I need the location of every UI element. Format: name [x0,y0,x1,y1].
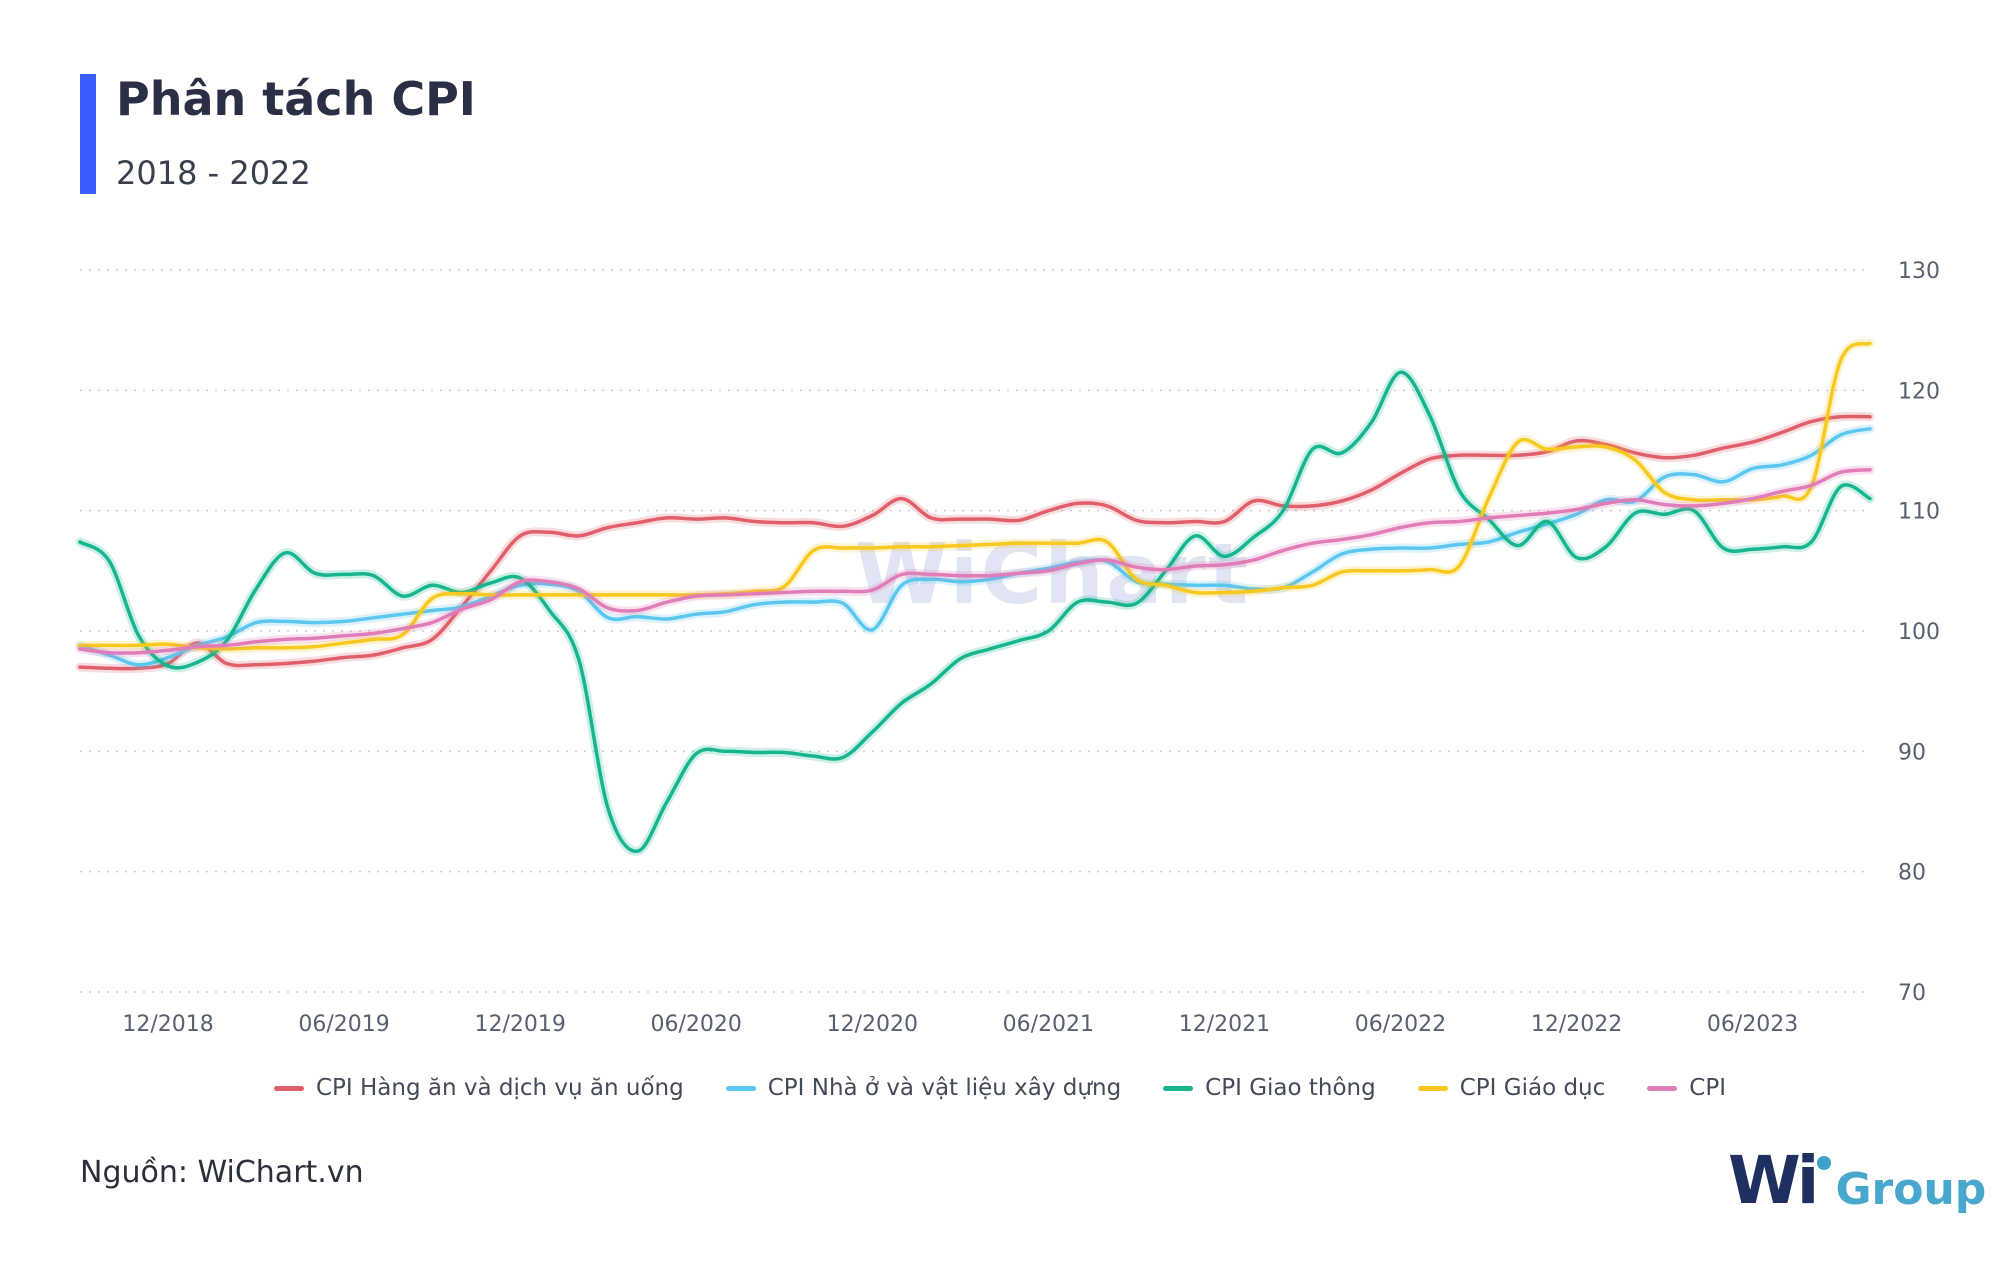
legend-swatch [725,1085,756,1091]
legend-label: CPI Giao thông [1205,1075,1376,1101]
series-line-1[interactable] [78,427,1872,667]
page-subtitle: 2018 - 2022 [116,154,311,192]
chart-legend: CPI Hàng ăn và dịch vụ ăn uống CPI Nhà ở … [0,1075,2000,1101]
legend-item-1[interactable]: CPI Nhà ở và vật liệu xây dựng [725,1075,1122,1101]
logo-mark: Wi [1728,1142,1819,1219]
series-line-2[interactable] [78,370,1872,853]
x-tick-label: 06/2023 [1707,1012,1798,1037]
x-tick-label: 12/2019 [474,1012,565,1037]
series-line-3[interactable] [78,341,1872,651]
legend-item-2[interactable]: CPI Giao thông [1163,1075,1376,1101]
source-note: Nguồn: WiChart.vn [80,1155,364,1190]
y-tick-label: 80 [1898,861,1926,886]
y-tick-label: 130 [1898,259,1940,284]
logo-dot-icon [1817,1156,1832,1170]
series-line-0[interactable] [78,414,1872,671]
y-tick-label: 70 [1898,981,1926,1006]
legend-label: CPI Hàng ăn và dịch vụ ăn uống [315,1075,684,1101]
logo-text: Group [1835,1163,1987,1215]
legend-item-3[interactable]: CPI Giáo dục [1417,1075,1606,1101]
x-tick-label: 12/2018 [122,1012,213,1037]
page-title: Phân tách CPI [116,72,476,126]
legend-swatch [1647,1085,1678,1091]
legend-item-0[interactable]: CPI Hàng ăn và dịch vụ ăn uống [273,1075,684,1101]
legend-label: CPI Nhà ở và vật liệu xây dựng [767,1075,1122,1101]
series-line-glow-3 [75,338,1875,654]
x-tick-label: 12/2022 [1531,1012,1622,1037]
y-tick-label: 90 [1898,740,1926,765]
series-line-4[interactable] [78,468,1872,655]
legend-item-4[interactable]: CPI [1647,1075,1726,1101]
legend-label: CPI Giáo dục [1459,1075,1606,1101]
legend-swatch [1163,1085,1194,1091]
legend-swatch [273,1085,304,1091]
y-tick-label: 100 [1898,620,1940,645]
legend-swatch [1417,1085,1448,1091]
x-tick-label: 06/2020 [651,1012,742,1037]
x-tick-label: 06/2019 [298,1012,389,1037]
series-lines [75,338,1875,856]
x-tick-label: 12/2021 [1179,1012,1270,1037]
title-accent-bar [80,74,96,194]
x-tick-label: 12/2020 [827,1012,918,1037]
y-tick-label: 110 [1898,500,1940,525]
x-tick-label: 06/2021 [1003,1012,1094,1037]
wigroup-logo: Wi Group [1728,1148,1986,1214]
y-tick-label: 120 [1898,379,1940,404]
y-axis-ticks: 70 80 90 100 110 120 130 [1898,259,1940,1006]
x-axis-ticks: 12/2018 06/2019 12/2019 06/2020 12/2020 06/20… [122,1012,1798,1037]
x-tick-label: 06/2022 [1355,1012,1446,1037]
legend-label: CPI [1689,1075,1726,1101]
